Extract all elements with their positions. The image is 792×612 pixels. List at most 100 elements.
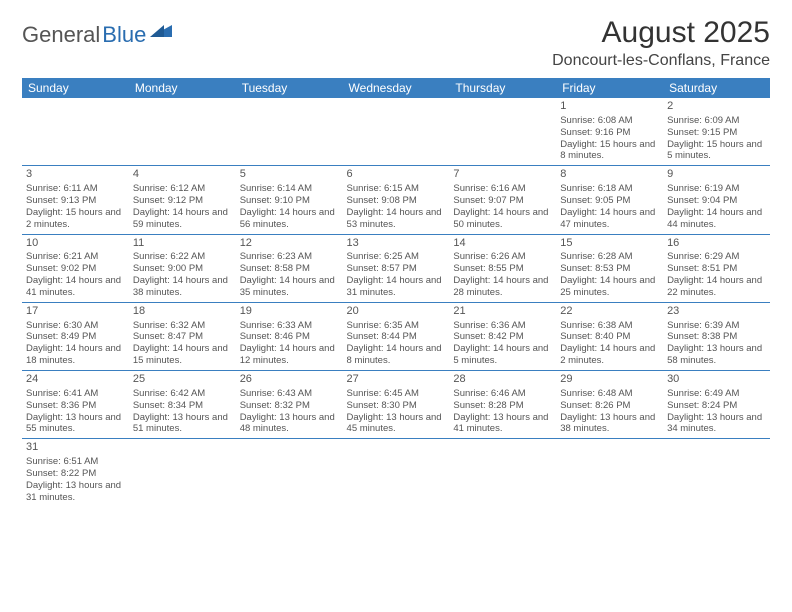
calendar-cell: 3Sunrise: 6:11 AMSunset: 9:13 PMDaylight… xyxy=(22,166,129,234)
day-number: 9 xyxy=(667,168,766,182)
calendar-cell-empty xyxy=(449,98,556,166)
calendar-cell-empty xyxy=(236,98,343,166)
day-number: 31 xyxy=(26,441,125,455)
day-info: Sunrise: 6:43 AMSunset: 8:32 PMDaylight:… xyxy=(240,388,339,436)
day-header: Thursday xyxy=(449,78,556,98)
day-info: Sunrise: 6:42 AMSunset: 8:34 PMDaylight:… xyxy=(133,388,232,436)
calendar-cell: 1Sunrise: 6:08 AMSunset: 9:16 PMDaylight… xyxy=(556,98,663,166)
calendar-cell: 2Sunrise: 6:09 AMSunset: 9:15 PMDaylight… xyxy=(663,98,770,166)
day-number: 25 xyxy=(133,373,232,387)
calendar-cell: 4Sunrise: 6:12 AMSunset: 9:12 PMDaylight… xyxy=(129,166,236,234)
day-header: Wednesday xyxy=(343,78,450,98)
day-info: Sunrise: 6:22 AMSunset: 9:00 PMDaylight:… xyxy=(133,251,232,299)
calendar-cell-empty xyxy=(449,439,556,507)
day-number: 22 xyxy=(560,305,659,319)
calendar-cell: 5Sunrise: 6:14 AMSunset: 9:10 PMDaylight… xyxy=(236,166,343,234)
day-number: 7 xyxy=(453,168,552,182)
calendar-cell: 31Sunrise: 6:51 AMSunset: 8:22 PMDayligh… xyxy=(22,439,129,507)
day-number: 2 xyxy=(667,100,766,114)
day-info: Sunrise: 6:46 AMSunset: 8:28 PMDaylight:… xyxy=(453,388,552,436)
day-info: Sunrise: 6:30 AMSunset: 8:49 PMDaylight:… xyxy=(26,320,125,368)
day-number: 13 xyxy=(347,237,446,251)
header: General Blue August 2025 Doncourt-les-Co… xyxy=(22,16,770,70)
logo: General Blue xyxy=(22,22,176,48)
calendar-cell: 11Sunrise: 6:22 AMSunset: 9:00 PMDayligh… xyxy=(129,234,236,302)
calendar-cell: 24Sunrise: 6:41 AMSunset: 8:36 PMDayligh… xyxy=(22,371,129,439)
day-number: 11 xyxy=(133,237,232,251)
calendar-cell: 16Sunrise: 6:29 AMSunset: 8:51 PMDayligh… xyxy=(663,234,770,302)
location-text: Doncourt-les-Conflans, France xyxy=(552,52,770,70)
day-info: Sunrise: 6:12 AMSunset: 9:12 PMDaylight:… xyxy=(133,183,232,231)
day-number: 16 xyxy=(667,237,766,251)
day-number: 1 xyxy=(560,100,659,114)
day-info: Sunrise: 6:33 AMSunset: 8:46 PMDaylight:… xyxy=(240,320,339,368)
day-info: Sunrise: 6:25 AMSunset: 8:57 PMDaylight:… xyxy=(347,251,446,299)
day-info: Sunrise: 6:41 AMSunset: 8:36 PMDaylight:… xyxy=(26,388,125,436)
day-info: Sunrise: 6:35 AMSunset: 8:44 PMDaylight:… xyxy=(347,320,446,368)
calendar-row: 24Sunrise: 6:41 AMSunset: 8:36 PMDayligh… xyxy=(22,371,770,439)
day-info: Sunrise: 6:49 AMSunset: 8:24 PMDaylight:… xyxy=(667,388,766,436)
calendar-cell: 19Sunrise: 6:33 AMSunset: 8:46 PMDayligh… xyxy=(236,302,343,370)
calendar-table: SundayMondayTuesdayWednesdayThursdayFrid… xyxy=(22,78,770,507)
day-info: Sunrise: 6:19 AMSunset: 9:04 PMDaylight:… xyxy=(667,183,766,231)
day-header: Saturday xyxy=(663,78,770,98)
day-info: Sunrise: 6:29 AMSunset: 8:51 PMDaylight:… xyxy=(667,251,766,299)
day-number: 10 xyxy=(26,237,125,251)
calendar-cell: 30Sunrise: 6:49 AMSunset: 8:24 PMDayligh… xyxy=(663,371,770,439)
day-number: 18 xyxy=(133,305,232,319)
day-info: Sunrise: 6:15 AMSunset: 9:08 PMDaylight:… xyxy=(347,183,446,231)
calendar-cell: 20Sunrise: 6:35 AMSunset: 8:44 PMDayligh… xyxy=(343,302,450,370)
day-number: 6 xyxy=(347,168,446,182)
calendar-row: 31Sunrise: 6:51 AMSunset: 8:22 PMDayligh… xyxy=(22,439,770,507)
calendar-cell: 22Sunrise: 6:38 AMSunset: 8:40 PMDayligh… xyxy=(556,302,663,370)
logo-flag-icon xyxy=(150,23,176,41)
calendar-cell: 28Sunrise: 6:46 AMSunset: 8:28 PMDayligh… xyxy=(449,371,556,439)
day-info: Sunrise: 6:14 AMSunset: 9:10 PMDaylight:… xyxy=(240,183,339,231)
day-info: Sunrise: 6:45 AMSunset: 8:30 PMDaylight:… xyxy=(347,388,446,436)
logo-text-general: General xyxy=(22,22,100,48)
day-info: Sunrise: 6:26 AMSunset: 8:55 PMDaylight:… xyxy=(453,251,552,299)
day-number: 20 xyxy=(347,305,446,319)
calendar-cell-empty xyxy=(22,98,129,166)
day-number: 21 xyxy=(453,305,552,319)
day-number: 15 xyxy=(560,237,659,251)
day-info: Sunrise: 6:48 AMSunset: 8:26 PMDaylight:… xyxy=(560,388,659,436)
page-title: August 2025 xyxy=(552,16,770,50)
day-info: Sunrise: 6:09 AMSunset: 9:15 PMDaylight:… xyxy=(667,115,766,163)
calendar-cell: 17Sunrise: 6:30 AMSunset: 8:49 PMDayligh… xyxy=(22,302,129,370)
day-number: 29 xyxy=(560,373,659,387)
day-info: Sunrise: 6:36 AMSunset: 8:42 PMDaylight:… xyxy=(453,320,552,368)
calendar-cell: 27Sunrise: 6:45 AMSunset: 8:30 PMDayligh… xyxy=(343,371,450,439)
calendar-row: 10Sunrise: 6:21 AMSunset: 9:02 PMDayligh… xyxy=(22,234,770,302)
day-number: 17 xyxy=(26,305,125,319)
day-info: Sunrise: 6:16 AMSunset: 9:07 PMDaylight:… xyxy=(453,183,552,231)
calendar-cell-empty xyxy=(343,98,450,166)
day-number: 27 xyxy=(347,373,446,387)
day-number: 23 xyxy=(667,305,766,319)
calendar-cell: 15Sunrise: 6:28 AMSunset: 8:53 PMDayligh… xyxy=(556,234,663,302)
day-info: Sunrise: 6:51 AMSunset: 8:22 PMDaylight:… xyxy=(26,456,125,504)
day-header: Friday xyxy=(556,78,663,98)
calendar-cell: 29Sunrise: 6:48 AMSunset: 8:26 PMDayligh… xyxy=(556,371,663,439)
calendar-cell: 6Sunrise: 6:15 AMSunset: 9:08 PMDaylight… xyxy=(343,166,450,234)
calendar-cell: 23Sunrise: 6:39 AMSunset: 8:38 PMDayligh… xyxy=(663,302,770,370)
day-number: 12 xyxy=(240,237,339,251)
page: General Blue August 2025 Doncourt-les-Co… xyxy=(0,0,792,523)
day-info: Sunrise: 6:38 AMSunset: 8:40 PMDaylight:… xyxy=(560,320,659,368)
day-header-row: SundayMondayTuesdayWednesdayThursdayFrid… xyxy=(22,78,770,98)
day-info: Sunrise: 6:21 AMSunset: 9:02 PMDaylight:… xyxy=(26,251,125,299)
day-header: Tuesday xyxy=(236,78,343,98)
calendar-cell: 12Sunrise: 6:23 AMSunset: 8:58 PMDayligh… xyxy=(236,234,343,302)
day-info: Sunrise: 6:39 AMSunset: 8:38 PMDaylight:… xyxy=(667,320,766,368)
day-number: 26 xyxy=(240,373,339,387)
calendar-body: 1Sunrise: 6:08 AMSunset: 9:16 PMDaylight… xyxy=(22,98,770,507)
calendar-cell-empty xyxy=(129,439,236,507)
calendar-cell: 18Sunrise: 6:32 AMSunset: 8:47 PMDayligh… xyxy=(129,302,236,370)
title-block: August 2025 Doncourt-les-Conflans, Franc… xyxy=(552,16,770,70)
day-info: Sunrise: 6:08 AMSunset: 9:16 PMDaylight:… xyxy=(560,115,659,163)
day-number: 24 xyxy=(26,373,125,387)
calendar-cell: 25Sunrise: 6:42 AMSunset: 8:34 PMDayligh… xyxy=(129,371,236,439)
calendar-cell-empty xyxy=(236,439,343,507)
calendar-row: 1Sunrise: 6:08 AMSunset: 9:16 PMDaylight… xyxy=(22,98,770,166)
day-number: 14 xyxy=(453,237,552,251)
